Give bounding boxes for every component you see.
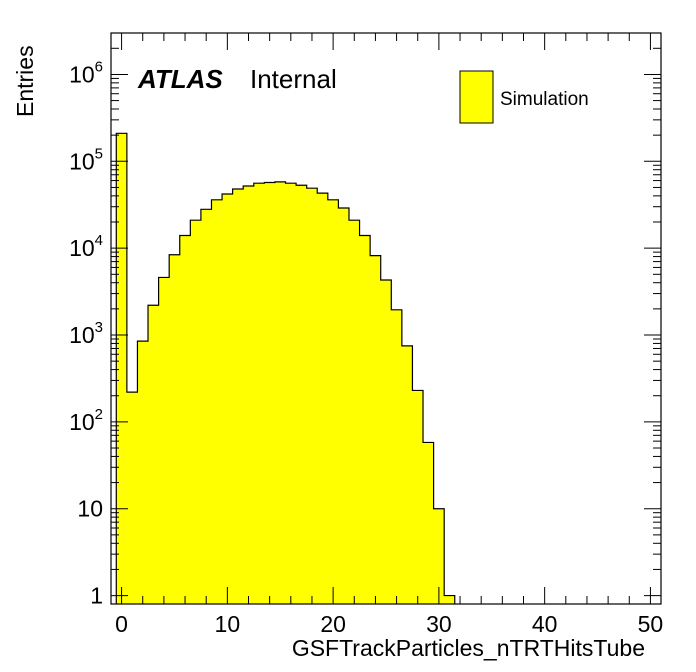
atlas-label: ATLAS [137,64,223,94]
x-tick-label: 10 [215,611,241,637]
histogram-outline [115,132,456,604]
histogram-bar-6 [179,235,191,604]
histogram-bar-29 [423,442,434,604]
histogram-bar-13 [253,183,265,604]
histogram-bar-24 [370,255,382,605]
y-axis-title: Entries [12,45,38,117]
x-axis-title: GSFTrackParticles_nTRTHitsTube [292,635,645,661]
histogram-bar-22 [348,220,360,605]
histogram-bar-1 [126,392,138,604]
histogram-bar-26 [391,309,403,604]
histogram-bar-19 [317,193,329,604]
y-tick-label: 106 [69,58,103,87]
histogram-bar-2 [137,341,149,604]
histogram-bar-31 [444,595,456,604]
y-tick-labels: 1 10 102 103 104 105 106 [69,58,103,608]
histogram-bar-20 [327,199,339,604]
histogram-bar-28 [412,390,424,604]
histogram-bar-7 [190,220,202,605]
y-tick-label: 104 [69,232,103,261]
x-tick-label: 50 [638,611,664,637]
plot-frame [110,32,662,605]
y-tick-label: 102 [69,406,103,435]
histogram-bar-23 [359,235,371,604]
histogram-bar-16 [285,183,297,604]
histogram-bars [116,133,456,605]
histogram-bar-9 [211,199,223,604]
y-tick-label: 1 [90,583,103,609]
histogram-bar-3 [148,305,159,604]
histogram-bar-14 [264,182,276,604]
histogram-bar-11 [232,188,244,605]
x-tick-labels: 0 10 20 30 40 50 [115,611,663,637]
histogram-bar-25 [380,279,392,604]
x-tick-label: 0 [115,611,128,637]
x-tick-label: 20 [320,611,346,637]
histogram-bar-10 [222,194,234,604]
legend-label: Simulation [500,89,589,110]
histogram-bar-0 [116,133,128,604]
histogram-bar-17 [296,185,308,605]
legend-swatch [459,70,494,124]
x-tick-label: 30 [426,611,452,637]
histogram-bar-30 [433,508,445,604]
y-tick-label: 10 [77,496,103,522]
histogram-bar-18 [306,188,318,604]
histogram-bar-5 [169,254,181,605]
y-tick-label: 105 [69,145,103,174]
histogram-bar-4 [158,277,170,604]
histogram-bar-12 [243,185,255,604]
y-tick-label: 103 [69,319,103,348]
histogram-bar-27 [401,345,413,604]
x-tick-label: 40 [532,611,558,637]
internal-label: Internal [250,64,337,94]
histogram-bar-21 [338,207,350,605]
axis-ticks [111,32,661,604]
histogram-bar-8 [200,209,212,604]
histogram-bar-15 [274,181,286,605]
